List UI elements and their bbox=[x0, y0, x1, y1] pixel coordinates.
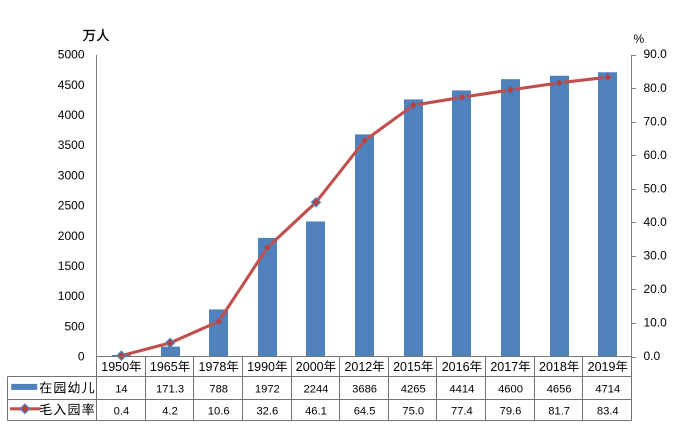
svg-text:64.5: 64.5 bbox=[354, 406, 376, 418]
svg-text:1950: 1950 bbox=[101, 360, 129, 374]
svg-text:2015: 2015 bbox=[393, 360, 421, 374]
svg-text:77.4: 77.4 bbox=[451, 406, 473, 418]
svg-text:1000: 1000 bbox=[58, 289, 85, 303]
svg-text:81.7: 81.7 bbox=[548, 406, 570, 418]
svg-text:4265: 4265 bbox=[401, 384, 426, 396]
svg-text:2244: 2244 bbox=[304, 384, 329, 396]
svg-text:5000: 5000 bbox=[58, 48, 85, 62]
svg-text:2500: 2500 bbox=[58, 199, 85, 213]
svg-text:4714: 4714 bbox=[595, 384, 620, 396]
svg-text:46.1: 46.1 bbox=[305, 406, 327, 418]
svg-text:14: 14 bbox=[115, 384, 127, 396]
svg-text:20.0: 20.0 bbox=[644, 282, 668, 296]
svg-text:0.0: 0.0 bbox=[644, 349, 661, 363]
svg-text:1990: 1990 bbox=[247, 360, 275, 374]
svg-text:90.0: 90.0 bbox=[644, 47, 668, 61]
svg-text:75.0: 75.0 bbox=[402, 406, 424, 418]
svg-text:3500: 3500 bbox=[58, 138, 85, 152]
svg-text:3686: 3686 bbox=[352, 384, 377, 396]
svg-text:500: 500 bbox=[64, 319, 84, 333]
svg-text:3000: 3000 bbox=[58, 168, 85, 182]
svg-text:2000: 2000 bbox=[58, 229, 85, 243]
svg-text:40.0: 40.0 bbox=[644, 215, 668, 229]
svg-text:%: % bbox=[634, 32, 645, 46]
svg-text:1500: 1500 bbox=[58, 259, 85, 273]
svg-text:80.0: 80.0 bbox=[644, 81, 668, 95]
svg-text:4414: 4414 bbox=[449, 384, 474, 396]
svg-text:0.4: 0.4 bbox=[114, 406, 130, 418]
svg-text:70.0: 70.0 bbox=[644, 114, 668, 128]
svg-text:171.3: 171.3 bbox=[156, 384, 184, 396]
svg-text:1972: 1972 bbox=[255, 384, 280, 396]
svg-text:788: 788 bbox=[209, 384, 228, 396]
svg-text:2017: 2017 bbox=[490, 360, 518, 374]
svg-text:0: 0 bbox=[78, 350, 85, 364]
svg-text:30.0: 30.0 bbox=[644, 249, 668, 263]
svg-text:50.0: 50.0 bbox=[644, 181, 668, 195]
svg-text:4500: 4500 bbox=[58, 78, 85, 92]
svg-text:1965: 1965 bbox=[150, 360, 178, 374]
svg-text:2012: 2012 bbox=[344, 360, 372, 374]
svg-text:2018: 2018 bbox=[539, 360, 567, 374]
svg-text:32.6: 32.6 bbox=[256, 406, 278, 418]
svg-text:1978: 1978 bbox=[199, 360, 227, 374]
svg-text:4000: 4000 bbox=[58, 108, 85, 122]
svg-text:83.4: 83.4 bbox=[597, 406, 619, 418]
svg-text:4656: 4656 bbox=[547, 384, 572, 396]
svg-text:10.6: 10.6 bbox=[208, 406, 230, 418]
svg-text:79.6: 79.6 bbox=[500, 406, 522, 418]
svg-text:4.2: 4.2 bbox=[162, 406, 178, 418]
svg-text:2000: 2000 bbox=[296, 360, 324, 374]
svg-text:2016: 2016 bbox=[442, 360, 470, 374]
svg-text:60.0: 60.0 bbox=[644, 148, 668, 162]
svg-text:4600: 4600 bbox=[498, 384, 523, 396]
svg-text:10.0: 10.0 bbox=[644, 316, 668, 330]
svg-text:2019: 2019 bbox=[588, 360, 616, 374]
